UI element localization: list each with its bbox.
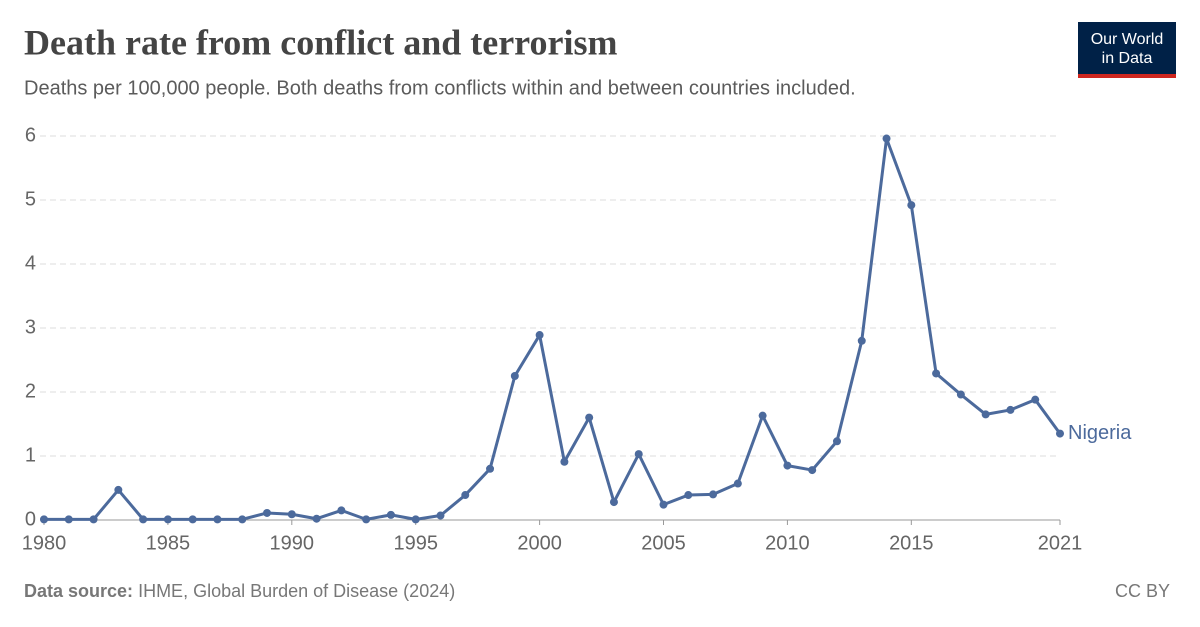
- logo-text: Our World: [1091, 31, 1164, 48]
- point: [486, 464, 495, 473]
- point: [585, 413, 594, 422]
- series-label: Nigeria: [1068, 422, 1132, 444]
- point: [1031, 395, 1040, 404]
- x-tick-label: 1995: [393, 532, 438, 554]
- y-tick-label: 3: [25, 316, 36, 338]
- logo: Our World in Data: [1078, 22, 1176, 78]
- point: [411, 515, 420, 524]
- chart-title: Death rate from conflict and terrorism: [24, 22, 618, 62]
- point: [386, 510, 395, 519]
- x-tick-label: 2005: [641, 532, 686, 554]
- point: [634, 450, 643, 459]
- point: [238, 515, 247, 524]
- point: [510, 372, 519, 380]
- license: CC BY: [1115, 581, 1170, 601]
- y-tick-label: 4: [25, 252, 36, 274]
- point: [213, 515, 222, 524]
- point: [40, 515, 48, 524]
- point: [287, 510, 296, 519]
- point: [609, 498, 618, 507]
- point: [857, 336, 866, 345]
- point: [560, 457, 569, 466]
- line: [44, 137, 1062, 521]
- point: [758, 411, 767, 420]
- y-tick-label: 1: [25, 444, 36, 466]
- source-text: IHME, Global Burden of Disease (2024): [138, 581, 455, 601]
- point: [362, 515, 371, 524]
- y-tick-label: 0: [25, 508, 36, 530]
- point: [981, 410, 990, 419]
- x-tick-label: 2021: [1038, 532, 1083, 554]
- point: [64, 515, 73, 524]
- point: [907, 201, 916, 210]
- point: [709, 490, 718, 499]
- logo-box: [1078, 22, 1176, 74]
- y-tick-label: 2: [25, 380, 36, 402]
- point: [312, 514, 321, 523]
- point: [139, 515, 148, 524]
- x-tick-label: 1990: [270, 532, 315, 554]
- x-tick-label: 1985: [146, 532, 191, 554]
- point: [956, 390, 965, 399]
- point: [932, 369, 941, 378]
- point: [832, 437, 841, 446]
- source: Data source: IHME, Global Burden of Dise…: [24, 581, 455, 601]
- source-label: Data source:: [24, 581, 133, 601]
- point: [1056, 429, 1064, 438]
- point: [535, 331, 544, 340]
- point: [808, 466, 817, 475]
- point: [263, 508, 272, 517]
- point: [733, 479, 742, 488]
- y-tick-label: 6: [25, 124, 36, 146]
- x-tick-label: 2015: [889, 532, 934, 554]
- point: [337, 506, 346, 515]
- point: [783, 461, 792, 470]
- point: [659, 500, 668, 509]
- point: [684, 491, 693, 500]
- x-tick-label: 2000: [517, 532, 562, 554]
- point: [163, 515, 172, 524]
- chart-subtitle: Deaths per 100,000 people. Both deaths f…: [24, 77, 856, 99]
- y-tick-label: 5: [25, 188, 36, 210]
- logo-text: in Data: [1102, 50, 1153, 67]
- point: [188, 515, 197, 524]
- point: [1006, 405, 1015, 414]
- point: [436, 511, 445, 520]
- point: [461, 491, 470, 500]
- x-tick-label: 1980: [22, 532, 67, 554]
- logo-stripe: [1078, 74, 1176, 78]
- point: [114, 485, 123, 494]
- x-tick-label: 2010: [765, 532, 810, 554]
- point: [89, 515, 98, 524]
- point: [882, 134, 891, 143]
